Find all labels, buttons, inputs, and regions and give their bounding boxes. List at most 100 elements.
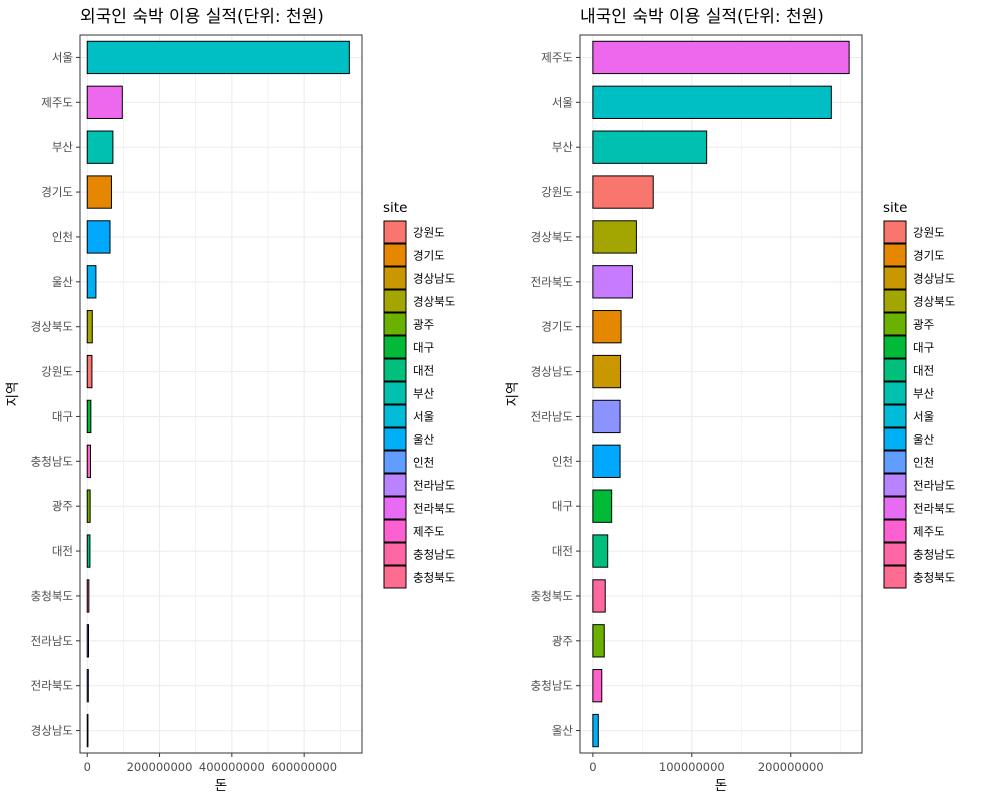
y-tick-label: 전라북도 [531,275,573,289]
foreign-grid [80,35,362,753]
y-tick-label: 전라북도 [31,679,73,693]
legend-label: 경상북도 [413,295,455,309]
y-tick-label: 충청남도 [531,679,573,693]
domestic-y-axis-title: 지역 [505,382,521,407]
bar-경상북도 [86,310,93,344]
bar-광주 [86,489,91,523]
x-tick-label: 0 [84,760,91,774]
legend-key-대전 [883,358,907,382]
y-tick-label: 전라남도 [31,634,73,648]
bar-충청북도 [592,579,606,613]
bar-울산 [592,713,599,748]
legend-label: 경기도 [913,249,945,263]
legend-title: site [383,200,407,216]
y-tick-label: 경기도 [541,320,573,334]
legend-key-부산 [383,381,407,405]
y-tick-label: 광주 [552,634,573,648]
y-tick-label: 제주도 [541,50,573,64]
y-tick-label: 대전 [552,544,573,558]
legend-key-충청북도 [383,565,407,589]
y-tick-label: 충청북도 [531,589,573,603]
bar-인천 [592,444,621,478]
bar-서울 [86,40,350,75]
legend-key-대구 [883,335,907,359]
y-tick-label: 서울 [52,50,73,64]
y-tick-label: 경상북도 [531,230,573,244]
y-tick-label: 충청북도 [31,589,73,603]
legend-label: 광주 [913,318,934,332]
bar-부산 [86,130,114,164]
legend-label: 전라남도 [913,479,955,493]
y-tick-label: 대구 [52,409,73,423]
bar-전라남도 [592,399,621,434]
x-tick-label: 0 [589,760,596,774]
y-tick-label: 제주도 [41,95,73,109]
y-tick-label: 광주 [52,499,73,513]
bar-인천 [86,220,111,254]
legend-key-대구 [383,335,407,359]
legend-label: 경상남도 [913,272,955,286]
legend-key-경기도 [383,243,407,267]
bar-강원도 [86,354,93,389]
legend-label: 충청남도 [913,548,955,562]
legend-label: 울산 [413,433,435,447]
legend-key-서울 [883,404,907,428]
legend-label: 충청북도 [413,571,455,585]
y-tick-label: 울산 [52,275,74,289]
legend-key-경상남도 [883,266,907,290]
domestic-x-ticks: 0 100000000 200000000 [589,753,824,774]
legend-key-울산 [883,427,907,451]
legend-label: 경상북도 [913,295,955,309]
y-tick-label: 인천 [52,230,73,244]
legend-label: 대전 [413,364,434,378]
bar-서울 [592,85,832,119]
legend-label: 서울 [913,410,934,424]
bar-경기도 [592,310,622,344]
y-tick-label: 부산 [552,140,574,154]
legend-key-전라북도 [883,496,907,520]
x-tick-label: 100000000 [659,760,725,774]
bar-대전 [86,534,91,568]
bar-대전 [592,534,609,568]
domestic-bars [592,40,850,748]
bar-충청북도 [86,579,90,613]
bar-경상남도 [86,713,89,748]
foreign-legend: site 강원도경기도경상남도경상북도광주대구대전부산서울울산인천전라남도전라북도… [383,200,455,589]
legend-key-경기도 [883,243,907,267]
y-tick-label: 부산 [52,140,74,154]
bar-충청남도 [592,669,603,703]
legend-label: 대구 [413,341,434,355]
y-tick-label: 대전 [52,544,73,558]
y-tick-label: 충청남도 [31,454,73,468]
legend-label: 전라북도 [913,502,955,516]
foreign-x-ticks: 0 200000000 400000000 600000000 [84,753,337,774]
legend-key-강원도 [883,220,907,244]
bar-제주도 [592,40,850,75]
legend-label: 부산 [413,387,435,401]
foreign-y-axis-title: 지역 [5,382,21,407]
legend-key-충청북도 [883,565,907,589]
legend-label: 제주도 [413,525,445,539]
bar-부산 [592,130,708,164]
legend-label: 부산 [913,387,935,401]
foreign-y-ticks: 서울제주도부산경기도인천울산경상북도강원도대구충청남도광주대전충청북도전라남도전… [31,50,80,738]
legend-label: 강원도 [413,226,445,240]
legend-key-인천 [883,450,907,474]
legend-label: 인천 [913,456,934,470]
legend-key-광주 [383,312,407,336]
legend-label: 전라북도 [413,502,455,516]
legend-label: 제주도 [913,525,945,539]
y-tick-label: 서울 [552,95,573,109]
legend-key-울산 [383,427,407,451]
domestic-chart-title: 내국인 숙박 이용 실적(단위: 천원) [580,7,824,27]
legend-key-강원도 [383,220,407,244]
legend-key-제주도 [383,519,407,543]
bar-전라남도 [86,624,89,658]
y-tick-label: 경상남도 [531,365,573,379]
legend-key-전라남도 [883,473,907,497]
x-tick-label: 600000000 [271,760,337,774]
legend-key-경상북도 [883,289,907,313]
legend-label: 대전 [913,364,934,378]
foreign-chart: 외국인 숙박 이용 실적(단위: 천원) 서울제주도부산경기도인천울산경상북도강… [5,7,363,794]
